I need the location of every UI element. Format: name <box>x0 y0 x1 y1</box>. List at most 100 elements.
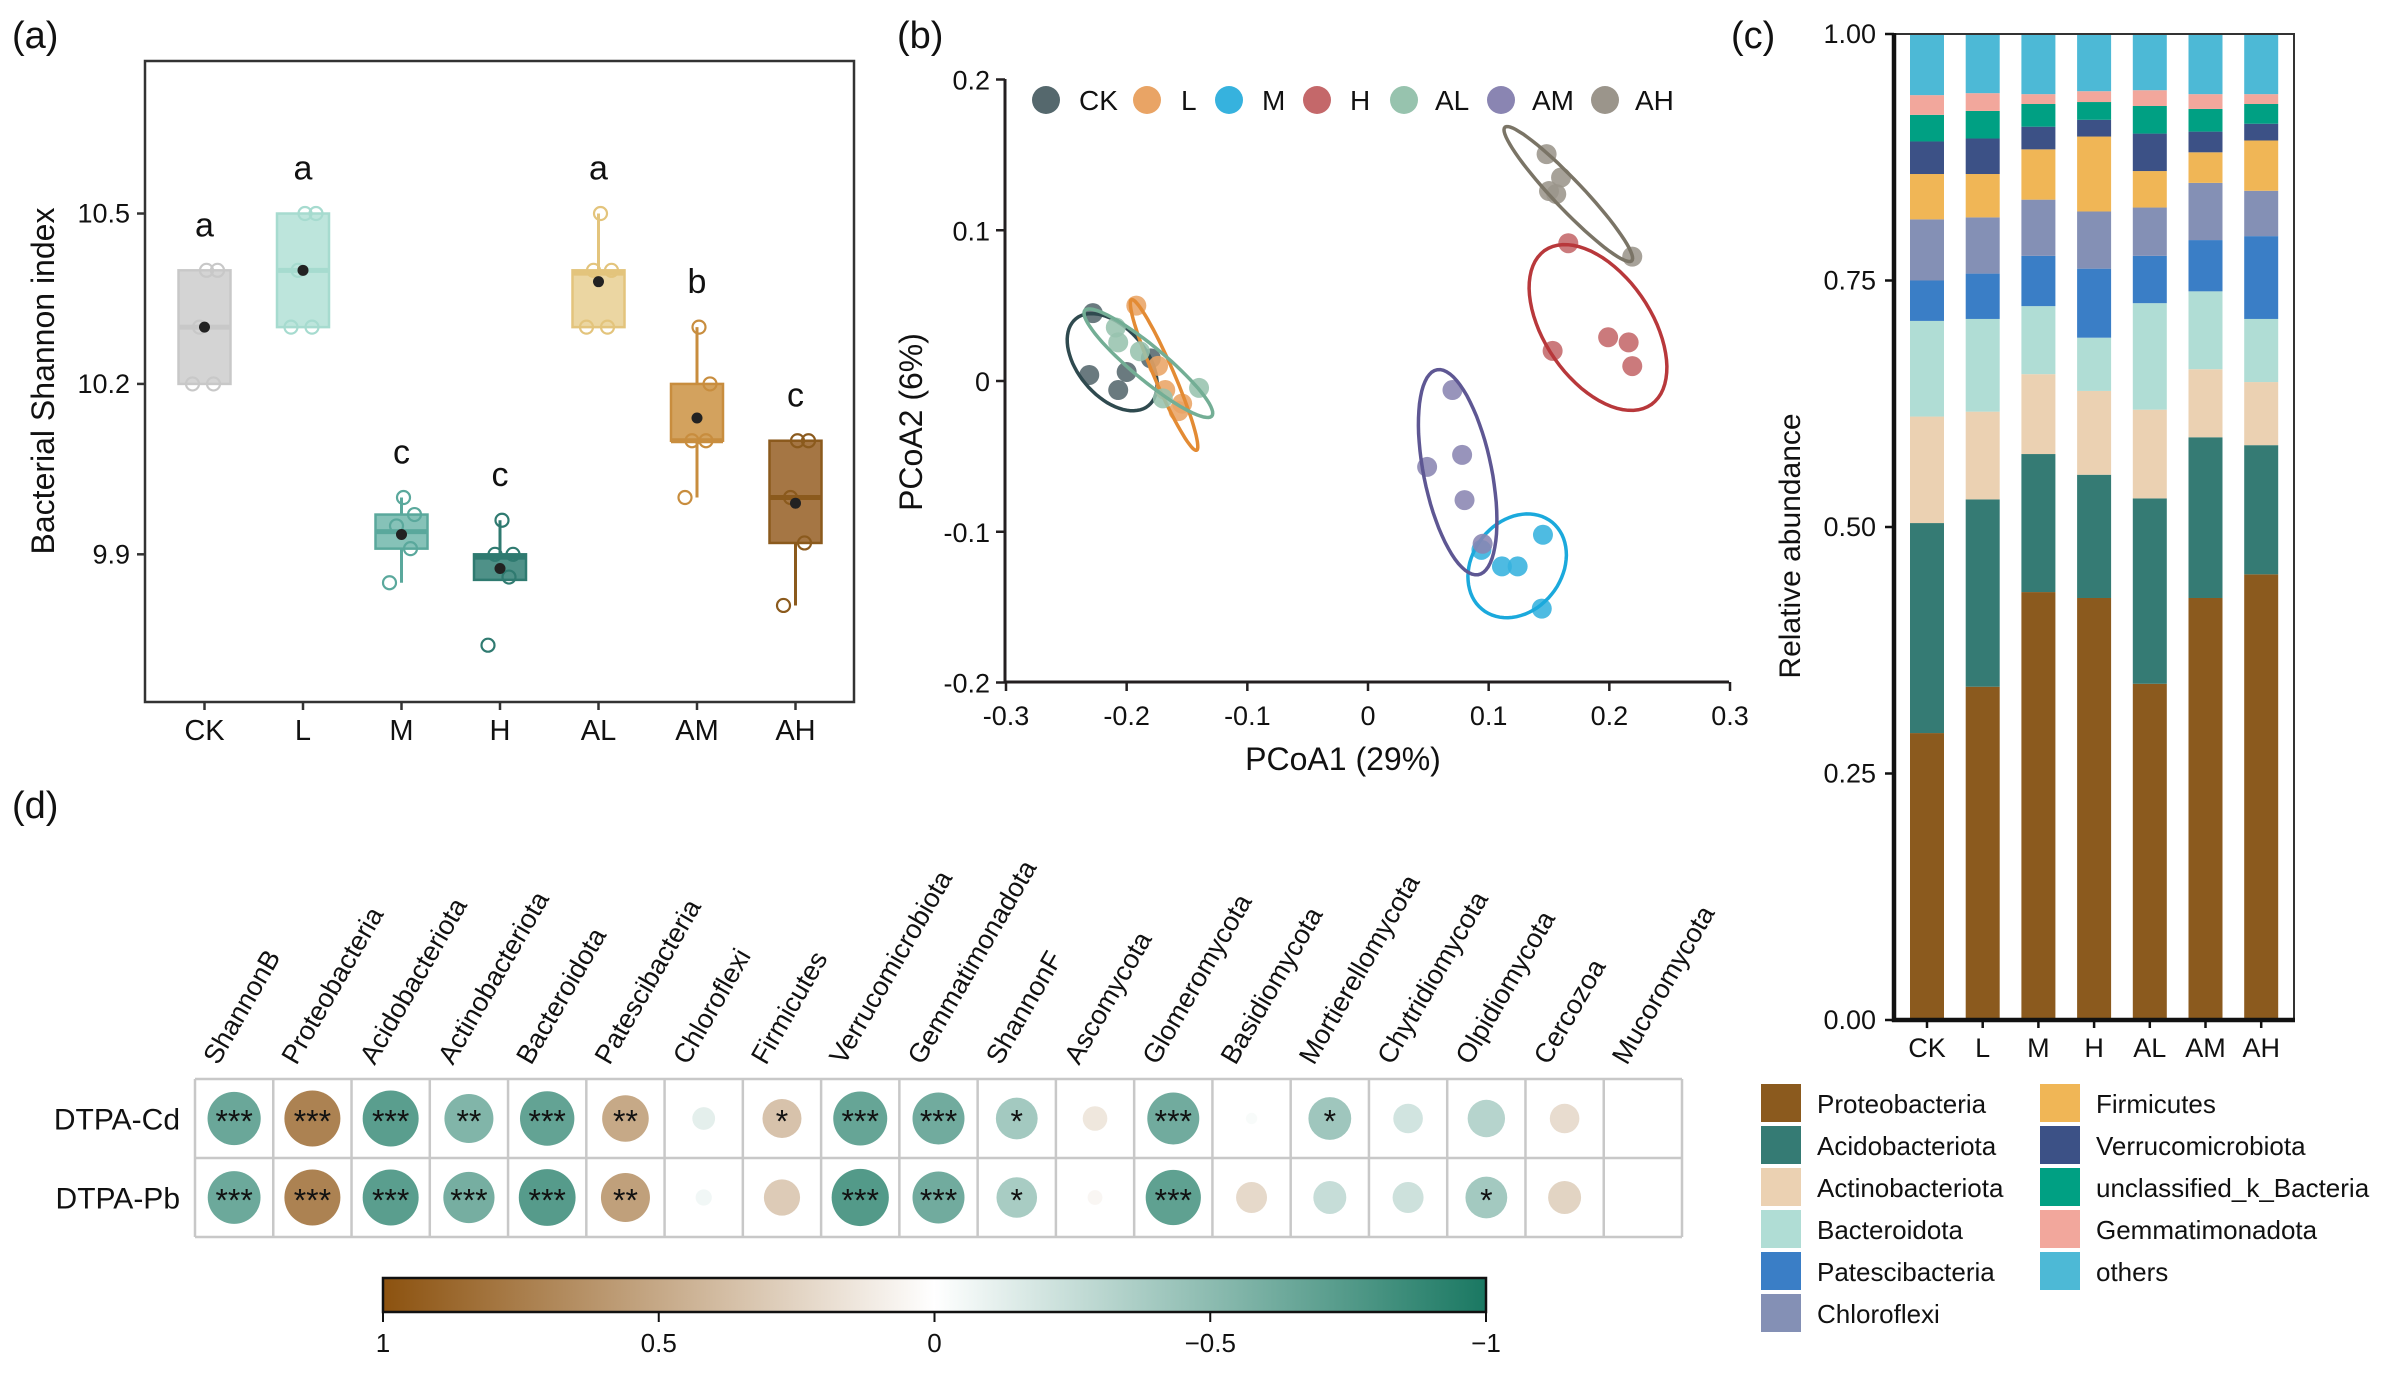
colorbar-tick-label: −1 <box>1471 1328 1501 1358</box>
y-tick-label: 9.9 <box>92 539 130 569</box>
heatmap-cell: *** <box>362 1169 419 1226</box>
bar-segment-Gemmatimonadota <box>2188 94 2223 109</box>
significance-stars: *** <box>920 1104 957 1140</box>
bar-segment-Bacteroidota <box>2077 337 2112 391</box>
data-point <box>691 319 707 335</box>
legend-item: Proteobacteria <box>1761 1084 1987 1122</box>
legend-label: Verrucomicrobiota <box>2096 1131 2306 1161</box>
significance-letter: a <box>195 206 214 244</box>
significance-stars: *** <box>1155 1183 1192 1219</box>
bar-segment-others <box>2244 34 2279 95</box>
data-point <box>677 489 693 506</box>
bar-segment-Verrucomicrobiota <box>2188 131 2223 153</box>
heatmap-cell <box>1393 1103 1423 1134</box>
heatmap-cell <box>1548 1181 1582 1214</box>
colorbar-tick-label: 0 <box>927 1328 941 1358</box>
significance-stars: * <box>1324 1104 1336 1140</box>
correlation-circle <box>912 1092 965 1145</box>
legend-swatch <box>2040 1126 2080 1164</box>
correlation-circle <box>1087 1190 1103 1205</box>
x-tick-label: CK <box>184 715 225 747</box>
box-AH: AH c <box>768 377 823 747</box>
mean-dot <box>199 321 210 333</box>
correlation-circle <box>763 1179 801 1216</box>
correlation-circle <box>1548 1181 1582 1214</box>
heatmap-cell: *** <box>1145 1169 1201 1226</box>
heatmap-cell: *** <box>1147 1092 1200 1145</box>
correlation-circle <box>519 1091 575 1146</box>
y-tick-label: -0.1 <box>943 518 990 548</box>
x-tick-label: M <box>2027 1033 2050 1063</box>
data-point <box>1116 361 1137 382</box>
x-tick-label: -0.1 <box>1224 701 1271 731</box>
significance-letter: c <box>787 377 804 415</box>
legend-label: unclassified_k_Bacteria <box>2096 1173 2370 1203</box>
heatmap-cell <box>1082 1106 1108 1131</box>
data-point <box>1108 380 1129 401</box>
bar-segment-Gemmatimonadota <box>2244 94 2279 105</box>
bar-segment-Proteobacteria <box>2244 574 2279 1020</box>
legend-label: Bacteroidota <box>1817 1215 1964 1245</box>
correlation-circle <box>1082 1106 1108 1131</box>
y-tick-label: 0.25 <box>1823 759 1876 789</box>
correlation-circle <box>1392 1182 1424 1213</box>
bar-segment-others <box>2188 34 2223 95</box>
x-tick-label: 0 <box>1360 701 1375 731</box>
bar-segment-Chloroflexi <box>2244 190 2279 237</box>
bar-segment-Proteobacteria <box>2132 683 2167 1020</box>
data-point <box>308 205 324 222</box>
bar-H <box>2077 34 2112 1020</box>
data-point <box>1532 524 1553 545</box>
x-tick-label: H <box>490 715 511 747</box>
heatmap-cell <box>692 1107 716 1130</box>
box-AM: AM b <box>669 263 725 747</box>
y-tick-label: -0.2 <box>943 669 990 699</box>
colorbar-tick-label: 1 <box>376 1328 390 1358</box>
bar-segment-Gemmatimonadota <box>2021 94 2056 105</box>
legend-label: AL <box>1435 85 1469 116</box>
bar-segment-Patescibacteria <box>2077 268 2112 338</box>
panel-label-a: (a) <box>12 15 58 57</box>
legend-dot <box>1591 86 1619 114</box>
bar-segment-Gemmatimonadota <box>1965 93 2000 111</box>
legend-label: H <box>1350 85 1370 116</box>
heatmap-cell <box>1392 1182 1424 1213</box>
bar-segment-Chloroflexi <box>1910 219 1944 281</box>
bar-segment-Actinobacteriota <box>2021 374 2056 455</box>
data-point <box>578 319 595 335</box>
bar-segment-Actinobacteriota <box>2132 409 2167 499</box>
correlation-circle <box>600 1173 650 1222</box>
heatmap-cell: *** <box>519 1091 575 1146</box>
correlation-circle <box>1313 1181 1347 1214</box>
legend-dot <box>1487 86 1515 114</box>
data-point <box>480 637 496 653</box>
box <box>669 382 725 442</box>
x-tick-label: AH <box>2242 1033 2280 1063</box>
data-point <box>800 433 817 449</box>
bar-segment-unclassified_k_Bacteria <box>2244 104 2279 124</box>
bar-segment-unclassified_k_Bacteria <box>1910 114 1944 142</box>
heatmap-cell: * <box>762 1099 802 1140</box>
legend-item-H: H <box>1303 85 1370 116</box>
x-tick-label: AL <box>2133 1033 2166 1063</box>
y-tick-label: 10.2 <box>77 369 130 399</box>
row-label: DTPA-Pb <box>56 1183 180 1216</box>
significance-letter: a <box>294 150 313 188</box>
data-point <box>381 575 398 591</box>
legend-swatch <box>1761 1126 1801 1164</box>
data-point <box>494 512 510 528</box>
heatmap-cell: *** <box>284 1090 341 1147</box>
significance-stars: *** <box>842 1104 879 1140</box>
heatmap-cell <box>763 1179 801 1216</box>
bar-segment-Bacteroidota <box>2132 303 2167 410</box>
data-point <box>1622 356 1643 377</box>
significance-stars: *** <box>450 1183 487 1219</box>
bar-segment-Verrucomicrobiota <box>2132 133 2167 172</box>
data-point <box>592 205 609 222</box>
panel-a-boxplot: Bacterial Shannon index 9.910.210.5CKaLa… <box>25 59 856 747</box>
significance-stars: *** <box>372 1104 409 1140</box>
significance-stars: *** <box>372 1183 409 1219</box>
bar-segment-Patescibacteria <box>1965 273 2000 319</box>
data-point <box>209 262 226 278</box>
bar-segment-Actinobacteriota <box>2244 382 2279 446</box>
